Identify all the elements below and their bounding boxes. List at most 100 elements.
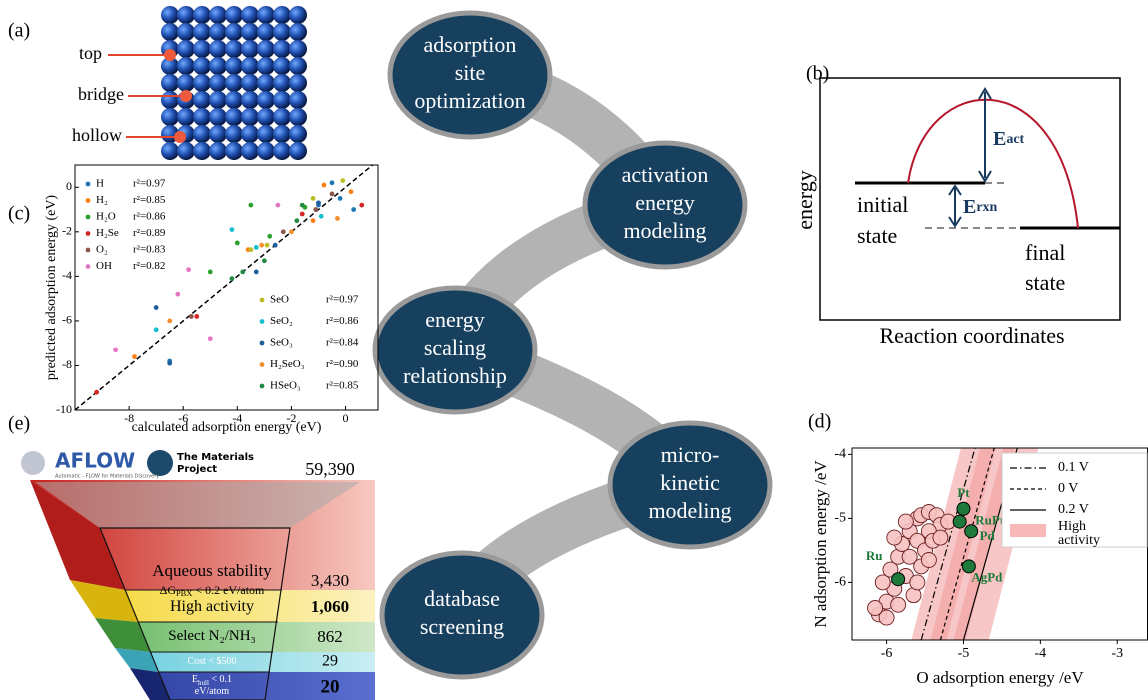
catalyst-point — [965, 525, 978, 538]
point — [313, 207, 318, 212]
filter-label: Cost < $500 — [188, 656, 237, 667]
atom — [225, 23, 243, 41]
atom — [273, 57, 291, 75]
legend-marker — [260, 384, 265, 389]
legend-r2: r²=0.86 — [133, 211, 166, 223]
legend-marker — [86, 198, 91, 203]
atom — [257, 74, 275, 92]
filter-text: Select N₂/NH₃ — [168, 628, 256, 644]
step-text: optimization — [414, 88, 525, 113]
axis-label: Reaction coordinates — [879, 323, 1064, 348]
x-tick-label: -5 — [958, 646, 970, 661]
legend-label: SeO — [270, 294, 289, 306]
panel-label: (d) — [808, 411, 831, 433]
point — [235, 241, 240, 246]
legend-label: H₂O — [96, 211, 116, 223]
atom — [273, 74, 291, 92]
atom — [209, 74, 227, 92]
legend-r2: r²=0.82 — [133, 260, 165, 272]
atom — [177, 6, 195, 24]
filter-label: ΔGPBX < 0.2 eV/atom — [160, 583, 265, 598]
atom — [241, 40, 259, 58]
atom — [177, 57, 195, 75]
atom — [177, 74, 195, 92]
legend-label: OH — [96, 260, 112, 272]
atom — [273, 23, 291, 41]
atom — [289, 142, 307, 160]
panel-label: (b) — [806, 63, 829, 85]
filter-text: eV/atom — [195, 686, 230, 697]
step-text: energy — [425, 307, 484, 332]
legend-label: SeO₂ — [270, 315, 293, 327]
atom — [289, 57, 307, 75]
legend-marker — [86, 231, 91, 236]
atom — [225, 125, 243, 143]
atom — [225, 57, 243, 75]
point — [294, 218, 299, 223]
atom — [193, 142, 211, 160]
atom — [289, 6, 307, 24]
catalyst-label: Pd — [980, 528, 996, 543]
atom — [241, 142, 259, 160]
point — [330, 180, 335, 185]
filter-text: Cost < $500 — [188, 656, 237, 667]
catalyst-label: Pt — [957, 485, 970, 500]
y-tick-label: -4 — [834, 447, 846, 462]
legend-r2: r²=0.85 — [326, 380, 359, 392]
axis-label: energy — [792, 170, 817, 229]
point — [208, 336, 213, 341]
filter-text: Aqueous stability — [152, 561, 272, 580]
legend-marker — [86, 215, 91, 220]
legend-label: 0.2 V — [1058, 502, 1089, 517]
atom — [241, 23, 259, 41]
e-rxn-label: Erxn — [963, 196, 998, 218]
atom — [161, 142, 179, 160]
count: 1,060 — [311, 597, 349, 616]
atom — [177, 142, 195, 160]
atom — [193, 125, 211, 143]
count: 59,390 — [305, 459, 355, 479]
atom — [273, 91, 291, 109]
legend-r2: r²=0.97 — [133, 178, 166, 190]
y-axis-label: predicted adsorption energy (eV) — [44, 195, 59, 381]
filter-label: Select N₂/NH₃ — [168, 628, 256, 644]
point — [321, 183, 326, 188]
point — [254, 245, 259, 250]
state-label: initial — [857, 192, 908, 217]
point — [175, 292, 180, 297]
atom — [289, 125, 307, 143]
step-text: micro- — [661, 442, 720, 467]
atom — [273, 108, 291, 126]
atom — [209, 57, 227, 75]
legend-label: H₂Se — [96, 227, 119, 239]
atom — [225, 142, 243, 160]
logo: The Materials — [177, 452, 254, 463]
atom — [257, 91, 275, 109]
atom — [257, 142, 275, 160]
point — [933, 530, 948, 545]
point — [194, 314, 199, 319]
atom — [241, 108, 259, 126]
site-label: hollow — [72, 125, 122, 145]
catalyst-point — [957, 502, 970, 515]
atom — [289, 91, 307, 109]
point — [262, 258, 267, 263]
logo: Project — [177, 464, 217, 475]
legend-r2: r²=0.90 — [326, 358, 359, 370]
x-tick-label: -4 — [1035, 646, 1047, 661]
legend-label: HSeO₃ — [270, 380, 301, 392]
x-axis-label: calculated adsorption energy (eV) — [132, 420, 322, 435]
filter-label: Aqueous stability — [152, 561, 272, 580]
state-label: state — [1025, 270, 1065, 295]
legend-label: 0 V — [1058, 481, 1078, 496]
filter-text: < 0.2 eV/atom — [192, 583, 265, 597]
step-text: scaling — [424, 335, 486, 360]
figure: adsorptionsiteoptimizationactivationener… — [0, 0, 1148, 700]
point — [338, 196, 343, 201]
atom — [161, 91, 179, 109]
point — [359, 203, 364, 208]
filter-label: eV/atom — [195, 686, 230, 697]
legend-label: 0.1 V — [1058, 460, 1089, 475]
atom — [225, 40, 243, 58]
atom — [209, 125, 227, 143]
